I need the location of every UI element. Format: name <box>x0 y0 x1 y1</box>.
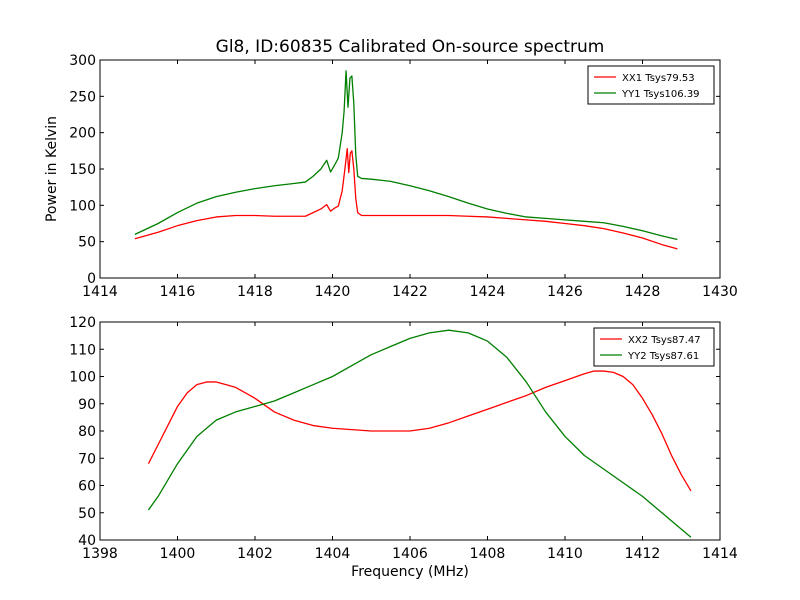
y-tick-label: 200 <box>69 126 96 142</box>
x-tick-label: 1426 <box>547 284 583 300</box>
x-tick-label: 1414 <box>702 546 738 562</box>
x-tick-label: 1402 <box>237 546 273 562</box>
y-tick-label: 250 <box>69 89 96 105</box>
x-tick-label: 1416 <box>160 284 196 300</box>
series-line-yy <box>147 329 692 538</box>
bottom-subplot: 1398 1400 1402 1404 1406 1408 1410 1412 1414 40 50… <box>69 315 738 580</box>
y-tick-label: 90 <box>78 397 96 413</box>
x-tick-label: 1406 <box>392 546 428 562</box>
y-tick-label: 40 <box>78 533 96 549</box>
y-tick-label: 100 <box>69 370 96 386</box>
y-tick-label: 50 <box>78 235 96 251</box>
legend: XX2 Tsys87.47 YY2 Tsys87.61 <box>593 327 715 367</box>
legend-box <box>593 327 715 367</box>
series-line-xx <box>134 147 678 250</box>
legend-label: XX2 Tsys87.47 <box>628 335 701 346</box>
x-axis-title: Frequency (MHz) <box>351 564 469 580</box>
legend: XX1 Tsys79.53 YY1 Tsys106.39 <box>587 65 715 105</box>
x-tick-label: 1418 <box>237 284 273 300</box>
legend-label: XX1 Tsys79.53 <box>622 73 695 84</box>
y-tick-label: 70 <box>78 451 96 467</box>
x-tick-label: 1412 <box>625 546 661 562</box>
legend-box <box>587 65 715 105</box>
y-tick-label: 0 <box>87 271 96 287</box>
y-tick-label: 120 <box>69 315 96 331</box>
x-tick-label: 1430 <box>702 284 738 300</box>
series-line-yy <box>134 70 678 241</box>
y-tick-label: 150 <box>69 162 96 178</box>
y-tick-label: 100 <box>69 198 96 214</box>
y-tick-label: 300 <box>69 53 96 69</box>
x-tick-label: 1422 <box>392 284 428 300</box>
y-tick-label: 60 <box>78 479 96 495</box>
legend-label: YY1 Tsys106.39 <box>621 89 700 100</box>
x-tick-label: 1424 <box>470 284 506 300</box>
y-axis-title: Power in Kelvin <box>44 116 60 222</box>
legend-label: YY2 Tsys87.61 <box>627 351 699 362</box>
y-tick-label: 80 <box>78 424 96 440</box>
chart-title: Gl8, ID:60835 Calibrated On-source spect… <box>216 37 605 57</box>
x-tick-label: 1400 <box>160 546 196 562</box>
top-subplot: 1414 1416 1418 1420 1422 1424 1426 1428 1430 0 50 1… <box>44 53 738 300</box>
x-tick-label: 1420 <box>315 284 351 300</box>
x-tick-label: 1414 <box>82 284 118 300</box>
x-tick-label: 1398 <box>82 546 118 562</box>
x-tick-label: 1410 <box>547 546 583 562</box>
x-tick-label: 1428 <box>625 284 661 300</box>
x-tick-label: 1404 <box>315 546 351 562</box>
series-line-xx <box>147 370 692 492</box>
y-tick-label: 50 <box>78 506 96 522</box>
y-tick-label: 110 <box>69 342 96 358</box>
x-tick-label: 1408 <box>470 546 506 562</box>
